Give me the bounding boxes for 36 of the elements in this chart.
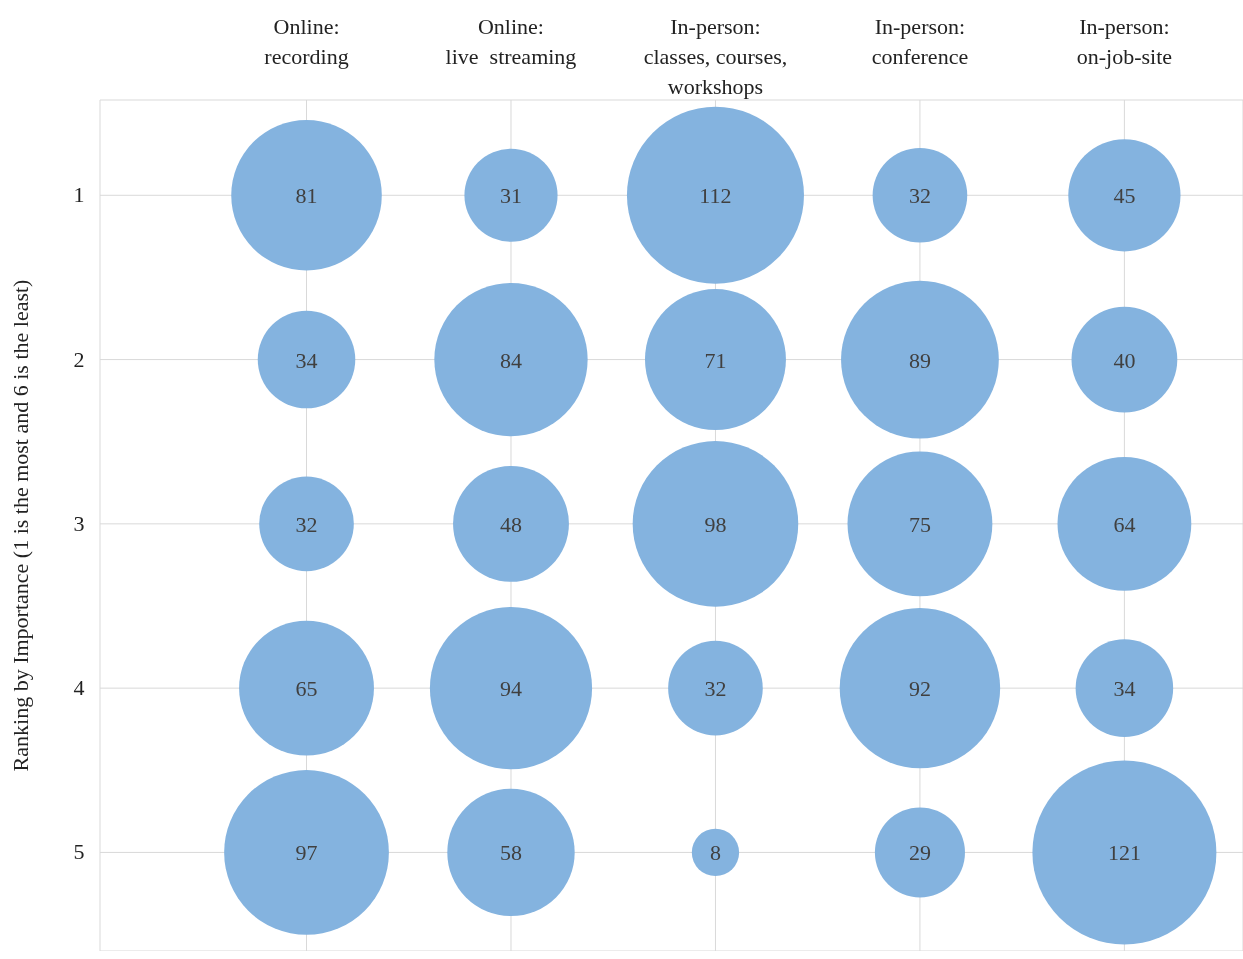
x-tick-label: In-person: classes, courses, workshops [643,14,788,99]
x-tick-label: Online: recording [264,14,349,69]
x-tick-label: Online: live streaming [445,14,577,69]
data-label: 81 [295,183,318,209]
data-label: 45 [1113,183,1136,209]
data-label: 64 [1113,511,1136,537]
data-label: 65 [295,676,318,702]
data-label: 40 [1113,347,1136,373]
data-label: 75 [908,511,931,537]
y-tick-label: 4 [73,675,85,701]
data-label: 97 [295,840,318,866]
data-label: 84 [499,347,522,373]
data-label: 92 [908,676,931,702]
data-label: 8 [709,840,721,866]
y-tick-label: 1 [73,182,85,208]
y-tick-label: 2 [73,346,85,372]
data-label: 31 [499,183,522,209]
y-tick-label: 5 [73,839,85,865]
data-label: 98 [704,511,727,537]
data-label: 121 [1107,840,1141,866]
data-label: 89 [908,347,931,373]
data-label: 32 [908,183,931,209]
data-label: 112 [699,183,732,209]
y-axis-title: Ranking by Importance (1 is the most and 6 is the least) [7,279,33,772]
data-label: 94 [499,676,522,702]
data-label: 48 [499,511,522,537]
data-label: 58 [499,840,522,866]
y-tick-label: 3 [73,510,85,536]
x-tick-label: In-person: on-job-site [1076,14,1173,69]
data-label: 32 [295,511,318,537]
data-label: 29 [908,840,931,866]
data-label: 34 [1113,676,1136,702]
data-label: 71 [704,347,727,373]
data-label: 34 [295,347,318,373]
data-label: 32 [704,676,727,702]
x-tick-label: In-person: conference [871,14,969,69]
